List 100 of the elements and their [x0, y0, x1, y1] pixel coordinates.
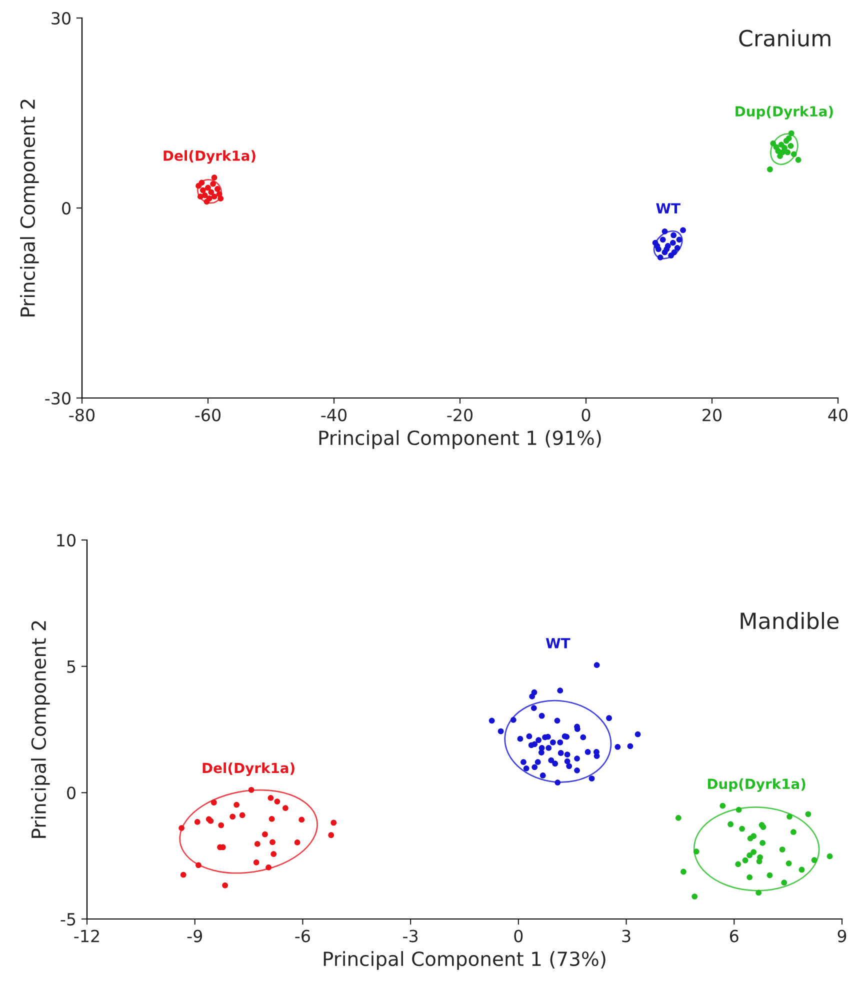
point [274, 798, 280, 804]
point [262, 831, 268, 838]
x-axis-title: Principal Component 1 (91%) [319, 430, 601, 449]
point [680, 227, 686, 234]
point [268, 795, 274, 801]
point [268, 816, 275, 822]
point [538, 712, 545, 719]
annotation: WT [546, 638, 570, 648]
y-tick-label: -5 [60, 913, 76, 926]
point [270, 851, 277, 858]
point [517, 736, 524, 742]
point [210, 180, 216, 187]
point [534, 759, 541, 766]
y-tick-label: 5 [67, 660, 76, 673]
point [564, 758, 570, 764]
x-tick-label: -80 [69, 408, 95, 422]
point [211, 194, 218, 200]
point [780, 149, 786, 156]
point [784, 149, 791, 156]
point [676, 236, 682, 243]
point [594, 662, 600, 668]
point [254, 841, 260, 847]
point [239, 812, 246, 818]
point [540, 772, 546, 778]
point [798, 866, 805, 873]
point [660, 236, 666, 243]
x-tick-label: 6 [730, 930, 738, 942]
point [498, 728, 504, 734]
chart-title: Cranium [739, 29, 830, 47]
point [552, 760, 558, 767]
annotation: WT [656, 203, 680, 214]
y-tick-label: -30 [45, 392, 70, 405]
point [538, 750, 544, 756]
point [826, 853, 833, 860]
point [786, 860, 792, 866]
point [786, 135, 792, 142]
point [532, 741, 538, 748]
point [584, 749, 591, 755]
point [795, 156, 802, 163]
point [606, 715, 612, 722]
point [735, 861, 742, 868]
point [532, 764, 538, 770]
point [594, 753, 600, 759]
point [767, 166, 773, 172]
point [773, 144, 780, 150]
annotation: Dup(Dyrk1a) [736, 106, 833, 120]
point [766, 872, 773, 878]
y-tick-label: 0 [67, 786, 76, 800]
point [746, 874, 753, 880]
point [670, 240, 676, 246]
y-axis-title: Principal Component 2 [31, 621, 50, 838]
point [523, 765, 530, 772]
point [234, 802, 240, 808]
point [520, 759, 526, 766]
x-tick-label: 20 [702, 408, 722, 422]
x-tick-label: -40 [321, 408, 347, 422]
point [742, 857, 748, 864]
point [720, 802, 726, 809]
point [488, 718, 495, 724]
point [211, 174, 218, 181]
point [739, 826, 745, 832]
point [634, 731, 641, 738]
x-tick-label: 3 [622, 930, 630, 942]
point [205, 184, 211, 191]
y-axis-title: Principal Component 2 [20, 100, 39, 316]
x-tick-label: 0 [514, 930, 523, 942]
point [790, 829, 796, 836]
point [230, 814, 236, 820]
point [194, 819, 200, 825]
point [180, 872, 186, 878]
annotation: Dup(Dyrk1a) [708, 778, 806, 792]
point [554, 718, 560, 724]
point [328, 832, 334, 838]
point [788, 142, 794, 149]
point [747, 835, 754, 842]
annotation: Del(Dyrk1a) [164, 150, 256, 164]
x-tick-label: -9 [187, 930, 202, 942]
y-tick-label: 10 [57, 534, 76, 547]
point [564, 752, 570, 758]
x-tick-label: -12 [74, 930, 99, 942]
point [750, 849, 757, 855]
point [298, 816, 305, 823]
point [746, 852, 753, 858]
x-tick-label: -60 [195, 408, 221, 422]
point [294, 839, 300, 846]
point [675, 814, 682, 821]
point [627, 743, 634, 750]
point [728, 821, 734, 828]
point [529, 693, 536, 700]
point [218, 822, 224, 828]
point [692, 894, 698, 900]
point [548, 757, 554, 764]
point [680, 868, 686, 875]
point [270, 839, 276, 846]
y-tick-label: 30 [52, 12, 70, 25]
point [530, 705, 537, 711]
x-tick-label: 9 [838, 930, 846, 942]
point [222, 882, 228, 888]
point [574, 767, 580, 774]
point [282, 805, 288, 812]
